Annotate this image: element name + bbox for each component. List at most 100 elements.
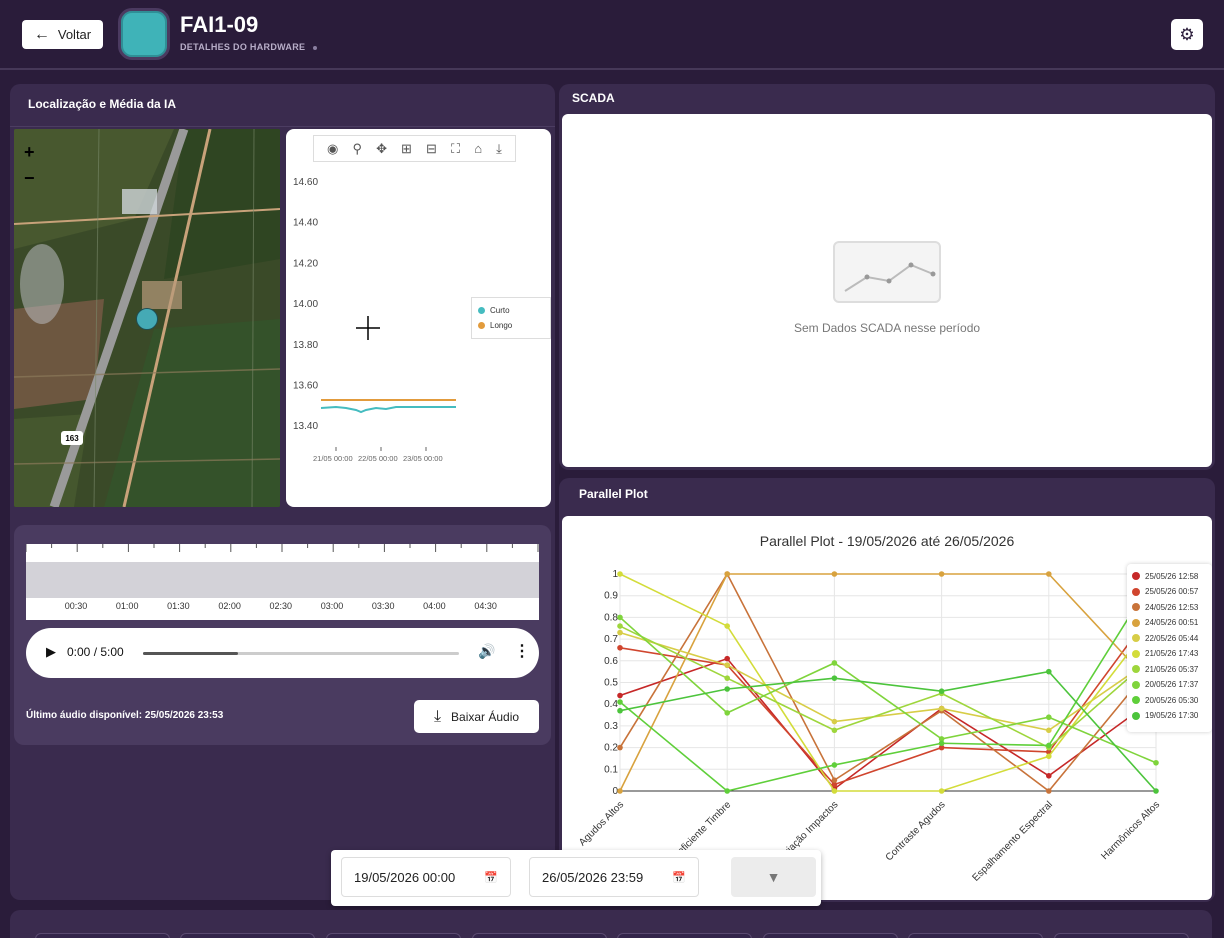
pp-data-point[interactable] — [617, 744, 623, 751]
back-button[interactable]: ← Voltar — [22, 20, 103, 49]
map-zoom-in-button[interactable]: + — [24, 142, 35, 162]
pp-legend-item[interactable]: 20/05/26 17:37 — [1132, 679, 1198, 691]
audio-waveform[interactable]: 00:30 01:00 01:30 02:00 02:30 03:00 03:30 04:00… — [26, 544, 539, 620]
pp-series-line[interactable] — [619, 572, 1157, 793]
bottom-tab[interactable] — [763, 933, 898, 938]
apply-filter-button[interactable]: ▼ — [731, 857, 816, 897]
pp-data-point[interactable] — [831, 675, 838, 681]
end-date-input[interactable]: 26/05/2026 23:59 📅 — [529, 857, 699, 897]
pp-data-point[interactable] — [617, 644, 623, 651]
pp-data-point[interactable] — [1153, 759, 1159, 766]
pp-legend-item[interactable]: 19/05/26 17:30 — [1132, 710, 1198, 722]
legend-item-curto[interactable]: Curto — [478, 306, 510, 315]
pp-data-point[interactable] — [1046, 788, 1052, 794]
zoom-out-icon[interactable]: ⊟ — [426, 140, 437, 156]
pp-legend-item[interactable]: 24/05/26 12:53 — [1132, 601, 1198, 613]
zoom-in-icon[interactable]: ⊞ — [401, 140, 412, 156]
pp-data-point[interactable] — [724, 710, 730, 716]
pp-data-point[interactable] — [938, 705, 945, 712]
legend-item-longo[interactable]: Longo — [478, 321, 512, 330]
pp-legend-item[interactable]: 25/05/26 00:57 — [1132, 586, 1198, 598]
pp-data-point[interactable] — [617, 707, 623, 714]
pp-series-line[interactable] — [619, 657, 1157, 790]
pp-data-point[interactable] — [724, 655, 730, 662]
pp-data-point[interactable] — [617, 699, 623, 705]
pp-data-point[interactable] — [831, 788, 838, 794]
audio-seek-bar[interactable] — [143, 652, 459, 655]
play-icon[interactable]: ▶ — [46, 644, 56, 659]
pp-data-point[interactable] — [1046, 668, 1052, 675]
pp-data-point[interactable] — [831, 727, 838, 734]
pp-series-line[interactable] — [619, 573, 1157, 792]
pp-data-point[interactable] — [831, 718, 838, 725]
pp-data-point[interactable] — [617, 788, 623, 794]
download-audio-button[interactable]: ⤓ Baixar Áudio — [414, 700, 539, 733]
bottom-tab[interactable] — [180, 933, 315, 938]
pp-data-point[interactable] — [1046, 571, 1052, 577]
pp-legend-item[interactable]: 20/05/26 05:30 — [1132, 694, 1198, 706]
pp-data-point[interactable] — [831, 777, 838, 783]
bottom-tab[interactable] — [35, 933, 170, 938]
autoscale-icon[interactable]: ⛶ — [451, 140, 461, 156]
bottom-tab[interactable] — [908, 933, 1043, 938]
start-date-input[interactable]: 19/05/2026 00:00 📅 — [341, 857, 511, 897]
zoom-icon[interactable]: ⚲ — [352, 140, 362, 156]
pp-data-point[interactable] — [938, 740, 945, 747]
pp-data-point[interactable] — [617, 614, 623, 621]
pp-data-point[interactable] — [1153, 788, 1159, 794]
pp-legend-item[interactable]: 22/05/26 05:44 — [1132, 632, 1198, 644]
pp-data-point[interactable] — [831, 762, 838, 768]
pp-data-point[interactable] — [938, 688, 945, 694]
pp-data-point[interactable] — [1046, 742, 1052, 749]
pp-legend-item[interactable]: 21/05/26 05:37 — [1132, 663, 1198, 675]
pp-data-point[interactable] — [617, 629, 623, 636]
bottom-tab[interactable] — [617, 933, 752, 938]
pp-series-line[interactable] — [619, 670, 1157, 792]
map-zoom-out-button[interactable]: − — [24, 168, 35, 188]
bottom-tab[interactable] — [326, 933, 461, 938]
more-options-icon[interactable]: ⋮ — [514, 643, 530, 660]
pp-data-point[interactable] — [938, 736, 945, 742]
bottom-tab[interactable] — [472, 933, 607, 938]
pp-data-point[interactable] — [1046, 714, 1052, 721]
pp-data-point[interactable] — [1046, 753, 1052, 760]
pp-data-point[interactable] — [1046, 773, 1052, 779]
pp-series-line[interactable] — [619, 573, 1157, 792]
parallel-plot-svg[interactable]: 0 0.1 0.2 0.3 0.4 0.5 0.6 0.7 0.8 0.9 1 Agudos Alto… — [562, 516, 1212, 900]
calendar-icon[interactable]: 📅 — [672, 871, 686, 884]
pp-data-point[interactable] — [617, 571, 623, 577]
satellite-map[interactable]: + − 163 — [14, 129, 280, 507]
camera-icon[interactable]: ◉ — [327, 140, 339, 156]
pan-icon[interactable]: ✥ — [376, 140, 387, 156]
bottom-tab[interactable] — [1054, 933, 1189, 938]
pp-data-point[interactable] — [938, 744, 945, 751]
download-icon[interactable]: ⤓ — [496, 140, 502, 156]
pp-data-point[interactable] — [724, 571, 730, 577]
pp-legend-item[interactable]: 21/05/26 17:43 — [1132, 648, 1198, 660]
map-location-marker[interactable] — [136, 308, 158, 330]
volume-icon[interactable]: 🔊 — [478, 643, 496, 659]
calendar-icon[interactable]: 📅 — [484, 871, 498, 884]
pp-data-point[interactable] — [724, 675, 730, 681]
home-icon[interactable]: ⌂ — [474, 141, 483, 156]
pp-data-point[interactable] — [1046, 727, 1052, 734]
pp-series-line[interactable] — [619, 606, 1157, 786]
pp-data-point[interactable] — [724, 662, 730, 668]
pp-series-line[interactable] — [619, 616, 1157, 764]
ia-average-chart[interactable]: ◉ ⚲ ✥ ⊞ ⊟ ⛶ ⌂ ⤓ 14.60 14.40 14.20 14.00 13.8… — [286, 129, 551, 507]
pp-data-point[interactable] — [724, 788, 730, 794]
pp-data-point[interactable] — [938, 788, 945, 794]
pp-data-point[interactable] — [938, 571, 945, 577]
pp-series-line[interactable] — [619, 625, 1157, 749]
pp-data-point[interactable] — [831, 781, 838, 788]
pp-legend-item[interactable]: 25/05/26 12:58 — [1132, 570, 1198, 582]
pp-data-point[interactable] — [617, 692, 623, 699]
pp-data-point[interactable] — [831, 660, 838, 666]
pp-data-point[interactable] — [831, 571, 838, 577]
pp-data-point[interactable] — [724, 623, 730, 629]
settings-button[interactable]: ⚙ — [1171, 19, 1203, 50]
pp-data-point[interactable] — [617, 623, 623, 629]
pp-series-line[interactable] — [619, 573, 1157, 792]
pp-data-point[interactable] — [724, 686, 730, 692]
pp-legend-item[interactable]: 24/05/26 00:51 — [1132, 617, 1198, 629]
